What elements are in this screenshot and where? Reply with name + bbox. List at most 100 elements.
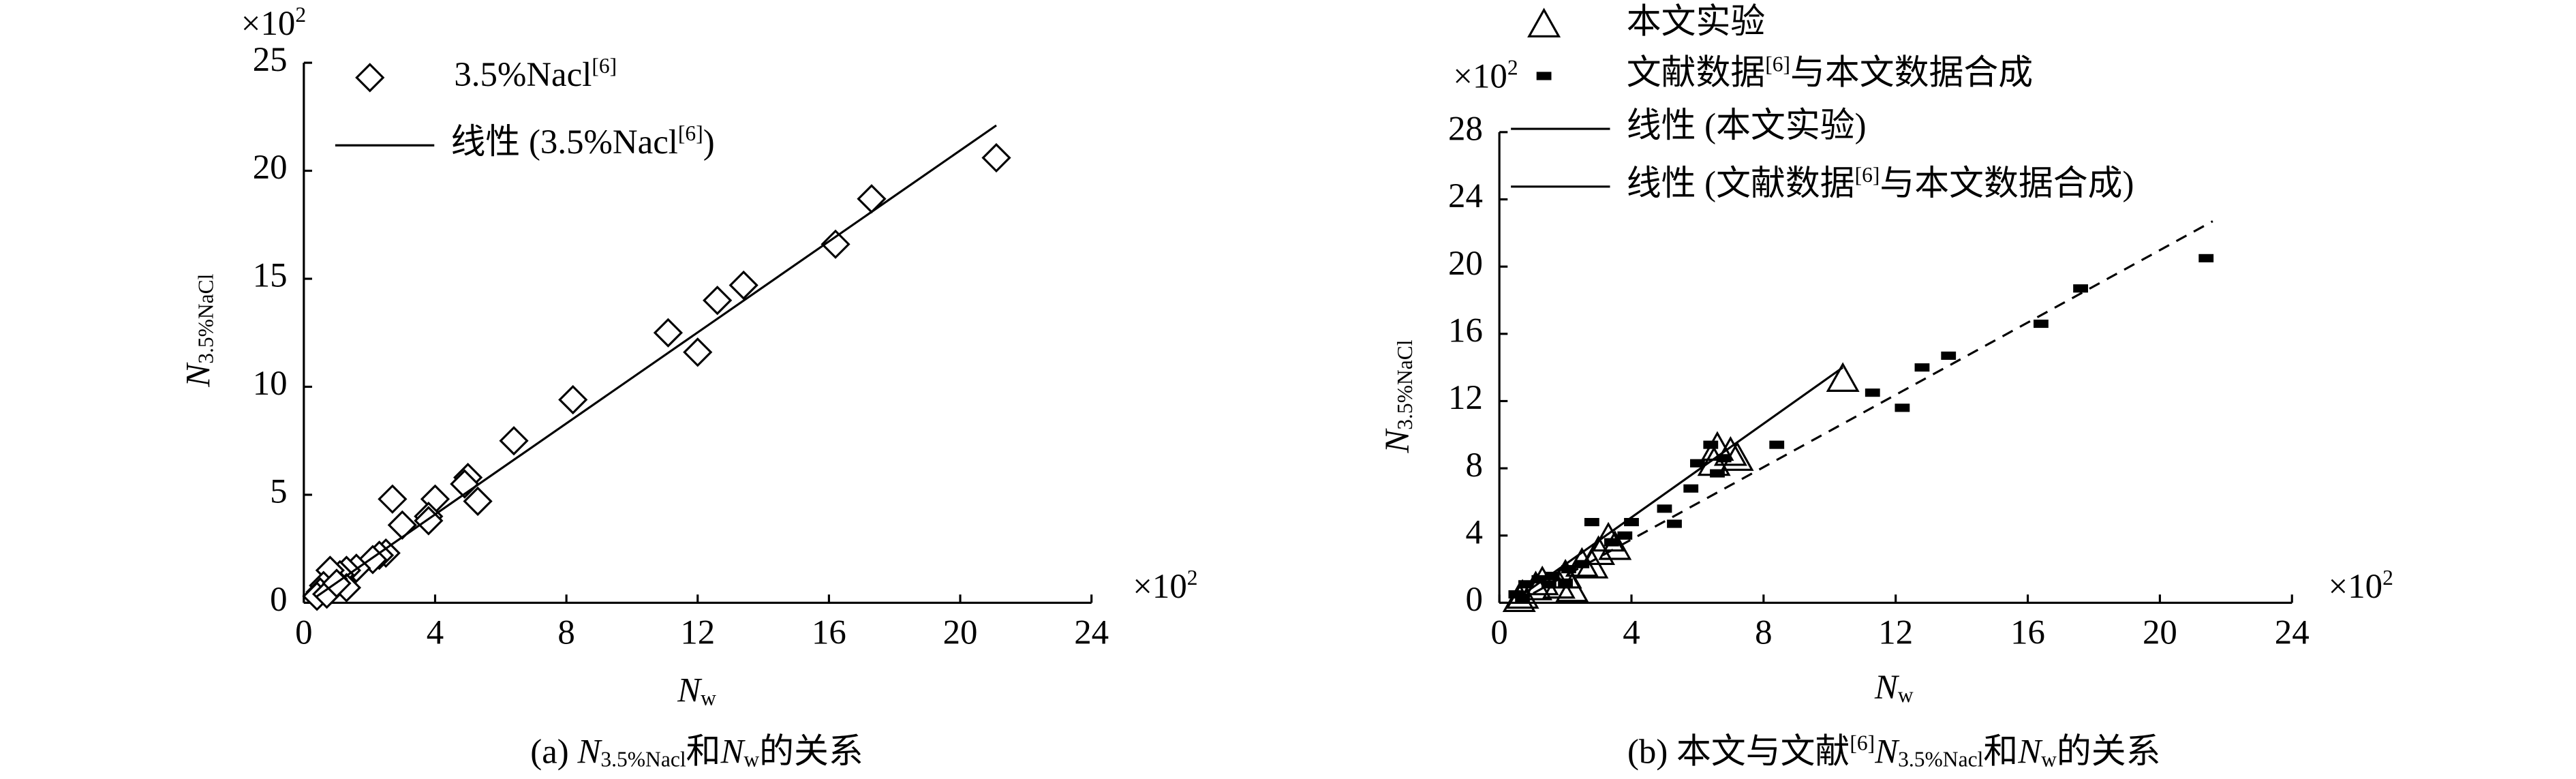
text-part: 2 — [1187, 566, 1198, 590]
text-part: [6] — [592, 54, 617, 78]
x-tick-label: 24 — [2275, 614, 2310, 652]
text-part: 文献数据 — [1716, 164, 1855, 202]
y-tick-label: 5 — [270, 473, 287, 511]
fit-line — [1515, 366, 1844, 600]
dash-marker — [2198, 254, 2214, 262]
diamond-marker — [558, 384, 588, 415]
caption: (b) 本文与文献[6]N3.5%Nacl和Nw的关系 — [1627, 731, 2161, 771]
fit-line — [316, 124, 997, 598]
text-part: 的关系 — [2057, 733, 2161, 771]
dash-marker — [1558, 578, 1573, 587]
y-tick-label: 0 — [1465, 581, 1482, 619]
y-tick-label: 12 — [1448, 379, 1483, 417]
x-axis-title: Nw — [677, 671, 716, 709]
y-tick-label: 28 — [1448, 110, 1483, 149]
dash-marker — [1683, 484, 1699, 493]
legend-label: 文献数据[6]与本文数据合成 — [1627, 52, 2033, 92]
fit-line — [1515, 220, 2213, 604]
diamond-marker — [683, 337, 713, 367]
y-axis-title: N3.5%NaCl — [1378, 339, 1416, 453]
text-part: [6] — [678, 121, 703, 145]
dash-marker — [1584, 517, 1599, 527]
text-part: 3.5%Nacl — [600, 747, 686, 771]
text-part: ×10 — [2329, 568, 2383, 606]
y-tick-label: 4 — [1465, 513, 1482, 551]
text-part: 和 — [686, 733, 721, 771]
dash-marker — [1657, 504, 1672, 513]
x-tick-label: 4 — [1623, 614, 1640, 652]
diamond-marker — [499, 426, 529, 456]
legend-label: 3.5%Nacl[6] — [454, 54, 617, 94]
x-tick-label: 12 — [1878, 614, 1913, 652]
legend-marker — [1536, 72, 1552, 80]
x-tick-label: 12 — [680, 614, 715, 652]
diamond-marker — [821, 229, 850, 259]
text-part: (b) 本文与文献 — [1627, 733, 1850, 771]
text-part: 3.5%Nacl — [1898, 747, 1983, 771]
legend-marker — [1527, 7, 1561, 37]
text-part: [6] — [1850, 731, 1875, 754]
x-axis-title: Nw — [1874, 669, 1914, 707]
diamond-marker — [378, 484, 408, 514]
text-part: 3.5%NaCl — [194, 273, 217, 363]
text-part: 线性 (本文实验) — [1627, 107, 1867, 145]
y-tick-label: 20 — [1448, 245, 1483, 283]
dash-marker — [2034, 319, 2049, 329]
dash-marker — [1617, 531, 1633, 540]
x-tick-label: 24 — [1074, 614, 1109, 652]
y-tick-label: 0 — [270, 581, 287, 619]
text-part: N — [179, 362, 217, 388]
text-part: w — [1898, 683, 1914, 707]
y-unit: ×102 — [1453, 55, 1518, 95]
y-axis-title: N3.5%NaCl — [179, 273, 217, 387]
y-tick-label: 15 — [253, 257, 288, 295]
dash-marker — [1895, 403, 1910, 412]
dash-marker — [1769, 440, 1785, 449]
triangle-marker — [1555, 572, 1589, 602]
text-part: 文献数据 — [1627, 54, 1766, 92]
text-part: 3.5%NaCl — [1393, 339, 1417, 429]
text-part: 本文实验 — [1627, 3, 1766, 41]
y-unit: ×102 — [241, 3, 306, 43]
legend-label: 线性 (文献数据[6]与本文数据合成) — [1627, 163, 2134, 203]
dash-marker — [1515, 593, 1530, 602]
text-part: N — [1874, 733, 1900, 771]
x-tick-label: 8 — [1755, 614, 1772, 652]
legend-label: 本文实验 — [1627, 3, 1766, 41]
text-part: 线性 ( — [1627, 164, 1716, 202]
x-tick-label: 20 — [2143, 614, 2177, 652]
text-part: N — [577, 733, 602, 771]
x-unit: ×102 — [2329, 566, 2393, 606]
text-part: 2 — [295, 3, 306, 27]
dash-marker — [2073, 284, 2088, 293]
triangle-marker — [1826, 362, 1860, 392]
dash-marker — [1865, 388, 1880, 397]
y-tick-label: 16 — [1448, 311, 1483, 350]
dash-marker — [1574, 560, 1590, 568]
x-tick-label: 16 — [812, 614, 846, 652]
text-part: w — [743, 747, 759, 771]
legend-label: 线性 (本文实验) — [1627, 107, 1867, 145]
dash-marker — [1604, 538, 1619, 547]
y-tick-label: 24 — [1448, 177, 1483, 215]
text-part: 的关系 — [759, 733, 863, 771]
text-part: 与本文数据合成 — [1790, 54, 2033, 92]
legend-label: 线性 (3.5%Nacl[6]) — [451, 121, 715, 162]
text-part: w — [701, 686, 716, 710]
diamond-marker — [450, 469, 480, 499]
dash-marker — [1941, 351, 1957, 360]
dash-marker — [1716, 454, 1732, 463]
text-part: ) — [703, 123, 715, 162]
text-part: N — [720, 733, 746, 771]
dash-marker — [1667, 519, 1682, 528]
diamond-marker — [653, 318, 684, 348]
text-part: 与本文数据合成) — [1880, 164, 2134, 202]
text-part: ×10 — [241, 4, 296, 42]
text-part: N — [2017, 733, 2043, 771]
x-tick-label: 16 — [2010, 614, 2045, 652]
x-tick-label: 20 — [943, 614, 978, 652]
y-tick-label: 8 — [1465, 446, 1482, 485]
text-part: N — [1874, 669, 1900, 707]
